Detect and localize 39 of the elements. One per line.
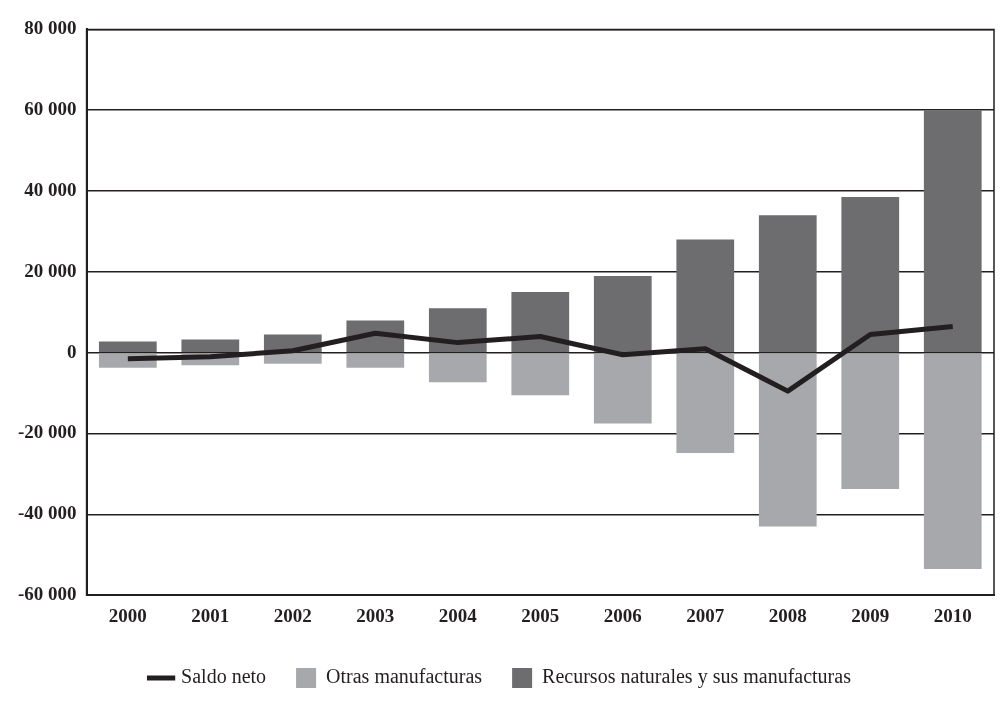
x-tick-label: 2006 [603, 604, 642, 626]
legend-label: Saldo neto [181, 665, 267, 688]
bar [676, 239, 735, 352]
x-tick-label: 2002 [273, 604, 312, 626]
bar [923, 353, 982, 569]
x-tick-label: 2008 [768, 604, 807, 626]
bar [181, 339, 240, 352]
x-tick-label: 2010 [933, 604, 972, 626]
y-tick-label: -40 000 [18, 502, 77, 524]
y-tick-label: -20 000 [18, 421, 77, 443]
bar [346, 353, 405, 368]
x-tick-label: 2000 [108, 604, 147, 626]
x-tick-label: 2007 [686, 604, 725, 626]
y-tick-label: 0 [67, 340, 77, 362]
y-tick-label: 60 000 [24, 98, 77, 120]
bar [593, 353, 652, 424]
bar [263, 353, 322, 364]
y-tick-label: 80 000 [24, 17, 77, 39]
bar [98, 341, 157, 352]
x-tick-label: 2009 [851, 604, 890, 626]
bar [593, 275, 652, 352]
y-tick-label: 40 000 [24, 178, 77, 200]
bar [511, 292, 570, 352]
bar [511, 353, 570, 396]
x-tick-label: 2001 [191, 604, 230, 626]
bar [841, 353, 900, 489]
legend-label: Otras manufacturas [326, 665, 483, 688]
bar [676, 353, 735, 453]
bar [758, 215, 817, 352]
bar [428, 353, 487, 383]
x-tick-label: 2004 [438, 604, 478, 626]
y-tick-label: 20 000 [24, 259, 77, 281]
x-tick-label: 2005 [521, 604, 560, 626]
legend-label: Recursos naturales y sus manufacturas [542, 665, 852, 689]
bar [923, 110, 982, 352]
bar [841, 197, 900, 352]
bar [758, 353, 817, 527]
y-tick-label: -60 000 [18, 583, 77, 605]
x-tick-label: 2003 [356, 604, 395, 626]
